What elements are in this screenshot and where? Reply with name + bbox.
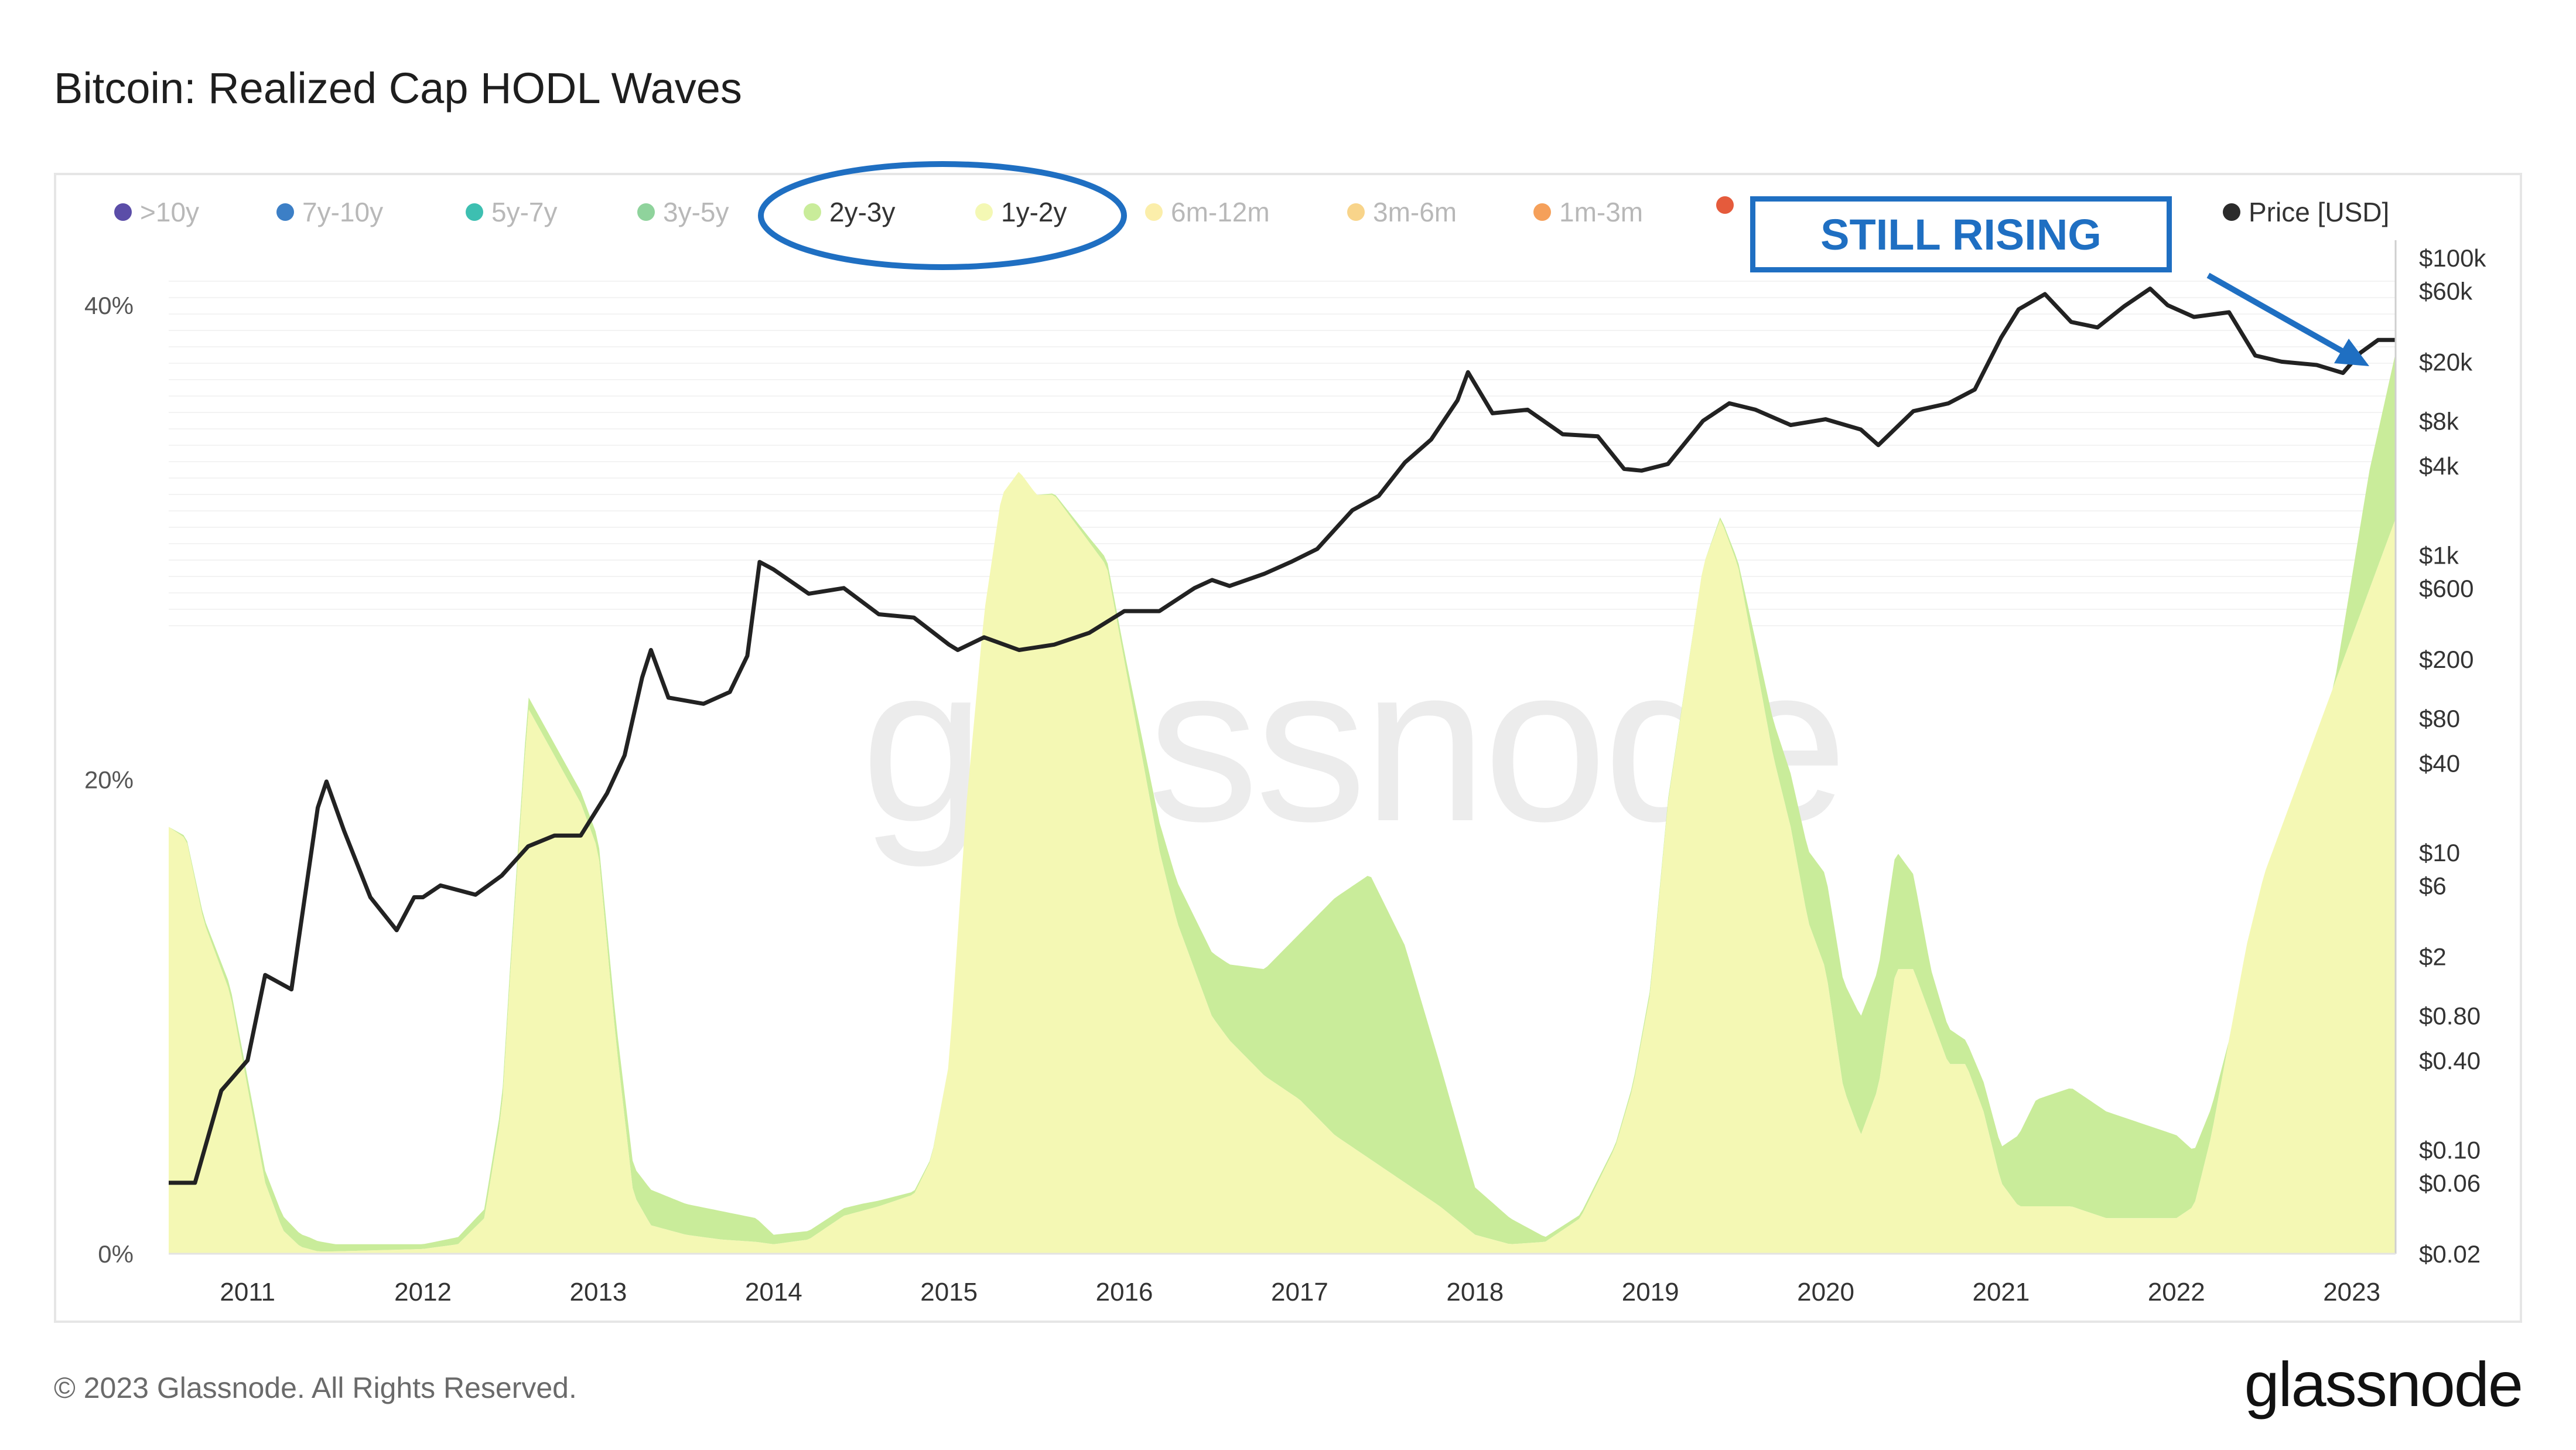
area-series	[169, 352, 2396, 1254]
y-right-tick-label: $0.10	[2419, 1137, 2481, 1164]
x-tick-label: 2018	[1446, 1278, 1504, 1306]
legend-item[interactable]: >10y	[114, 196, 199, 228]
arrow-shaft	[2206, 272, 2345, 354]
x-tick-label: 2019	[1622, 1278, 1679, 1306]
legend-item[interactable]: 1y-2y	[975, 196, 1067, 228]
legend-item[interactable]	[1716, 196, 1742, 214]
still-rising-box: STILL RISING	[1750, 196, 2172, 272]
legend-dot-icon	[975, 203, 993, 221]
y-left-tick-label: 20%	[84, 766, 134, 793]
legend-item[interactable]: 5y-7y	[466, 196, 557, 228]
legend: >10y 7y-10y 5y-7y 3y-5y 2y-3y 1y-2y 6m-12m 3m-6…	[0, 196, 2576, 237]
y-right-tick-label: $0.02	[2419, 1240, 2481, 1268]
grid-lines	[169, 281, 2396, 626]
legend-dot-icon	[1533, 203, 1551, 221]
legend-label: 1y-2y	[1001, 197, 1067, 227]
y-left-tick-label: 40%	[84, 292, 134, 319]
y-right-tick-label: $8k	[2419, 407, 2459, 435]
area-1y-2y	[169, 472, 2396, 1254]
x-tick-label: 2013	[570, 1278, 627, 1306]
y-right-tick-label: $20k	[2419, 348, 2473, 376]
price-line	[169, 286, 2396, 1185]
y-right-tick-label: $0.40	[2419, 1047, 2481, 1074]
legend-label: 1m-3m	[1559, 197, 1644, 227]
legend-item[interactable]: 1m-3m	[1533, 196, 1643, 228]
y-right-tick-label: $600	[2419, 575, 2473, 602]
y-right-tick-label: $2	[2419, 943, 2447, 970]
y-right-tick-label: $40	[2419, 749, 2460, 777]
legend-label: 5y-7y	[491, 197, 558, 227]
y-right-tick-label: $0.80	[2419, 1002, 2481, 1029]
x-tick-label: 2020	[1797, 1278, 1854, 1306]
x-tick-label: 2023	[2323, 1278, 2380, 1306]
legend-label: 6m-12m	[1171, 197, 1270, 227]
legend-highlight-ellipse	[758, 161, 1127, 270]
legend-item[interactable]: 3y-5y	[637, 196, 729, 228]
legend-label: >10y	[140, 197, 200, 227]
legend-item[interactable]: 2y-3y	[804, 196, 895, 228]
legend-dot-icon	[1716, 196, 1734, 214]
x-tick-label: 2012	[394, 1278, 452, 1306]
chart-frame	[54, 173, 2522, 1323]
legend-item[interactable]: 7y-10y	[276, 196, 383, 228]
legend-label: 2y-3y	[829, 197, 896, 227]
legend-dot-icon	[276, 203, 294, 221]
annotations	[758, 161, 2369, 366]
legend-label: 3m-6m	[1373, 197, 1457, 227]
legend-label: Price [USD]	[2249, 197, 2390, 227]
legend-label: 7y-10y	[302, 197, 384, 227]
x-tick-label: 2017	[1271, 1278, 1328, 1306]
y-right-tick-label: $0.06	[2419, 1169, 2481, 1197]
area-2y-3y	[169, 352, 2396, 1251]
legend-dot-icon	[2223, 203, 2240, 221]
legend-dot-icon	[1145, 203, 1163, 221]
y-right-tick-label: $6	[2419, 872, 2447, 899]
legend-dot-icon	[114, 203, 132, 221]
y-right-tick-label: $80	[2419, 705, 2460, 732]
x-tick-label: 2015	[920, 1278, 978, 1306]
legend-item[interactable]: 6m-12m	[1145, 196, 1270, 228]
x-tick-label: 2022	[2148, 1278, 2205, 1306]
y-right-tick-label: $10	[2419, 839, 2460, 866]
glassnode-logo: glassnode	[2244, 1349, 2523, 1420]
y-right-tick-label: $4k	[2419, 452, 2459, 480]
price-series	[169, 286, 2396, 1185]
legend-item[interactable]: Price [USD]	[2223, 196, 2389, 228]
y-left-tick-label: 0%	[98, 1240, 134, 1268]
x-tick-label: 2016	[1096, 1278, 1153, 1306]
legend-item[interactable]: 3m-6m	[1347, 196, 1457, 228]
legend-dot-icon	[637, 203, 655, 221]
axes: 2011 2012 2013 2014 2015 2016 2017 2018 2019 2020…	[84, 240, 2486, 1306]
y-right-tick-label: $200	[2419, 646, 2473, 673]
legend-label: 3y-5y	[663, 197, 729, 227]
copyright-footer: © 2023 Glassnode. All Rights Reserved.	[54, 1371, 577, 1404]
x-tick-label: 2011	[220, 1278, 275, 1306]
legend-dot-icon	[804, 203, 821, 221]
arrow-head	[2334, 339, 2369, 366]
legend-dot-icon	[466, 203, 483, 221]
y-right-tick-label: $60k	[2419, 277, 2473, 305]
y-right-tick-label: $100k	[2419, 244, 2486, 272]
x-tick-label: 2014	[745, 1278, 802, 1306]
y-right-tick-label: $1k	[2419, 542, 2459, 569]
x-tick-label: 2021	[1972, 1278, 2030, 1306]
chart-title: Bitcoin: Realized Cap HODL Waves	[54, 64, 742, 112]
legend-dot-icon	[1347, 203, 1365, 221]
